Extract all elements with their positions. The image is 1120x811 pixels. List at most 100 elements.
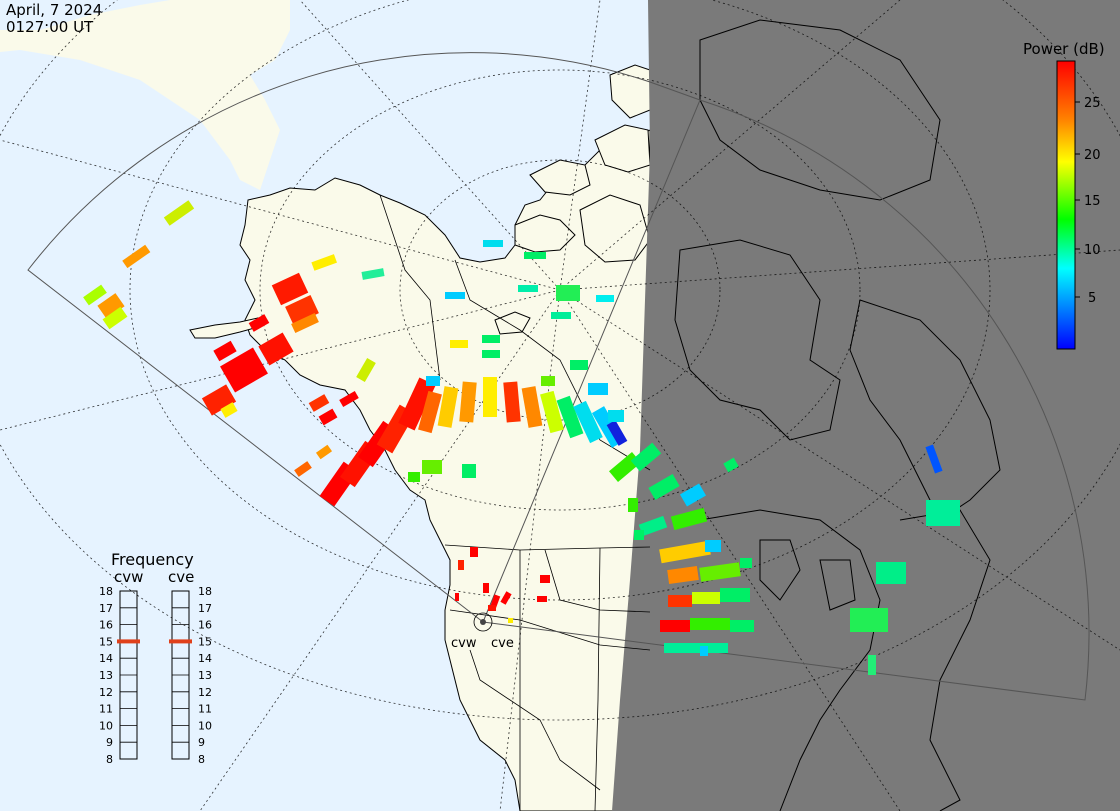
echo-cell bbox=[518, 285, 538, 292]
frequency-radar-b-label: cve bbox=[168, 568, 194, 586]
colorbar-tick-label: 20 bbox=[1084, 148, 1101, 163]
echo-cell bbox=[201, 384, 237, 416]
arctic-islands bbox=[494, 64, 651, 335]
echo-cell bbox=[408, 472, 420, 482]
echo-cell bbox=[524, 252, 546, 259]
echo-cell bbox=[213, 340, 237, 362]
colorbar-ticks bbox=[1075, 101, 1080, 298]
echo-cell bbox=[537, 596, 547, 602]
frequency-scale-label: 13 bbox=[99, 669, 113, 682]
colorbar-gradient bbox=[1056, 60, 1076, 350]
echo-cell bbox=[606, 420, 628, 446]
frequency-scale-label: 18 bbox=[99, 585, 113, 598]
echo-cell bbox=[470, 547, 478, 557]
echo-cell bbox=[723, 457, 739, 473]
frequency-scale-label: 10 bbox=[198, 719, 212, 732]
echo-cell bbox=[699, 562, 741, 582]
radar-site-marker bbox=[473, 612, 493, 632]
frequency-scale-label: 18 bbox=[198, 585, 212, 598]
echo-cell bbox=[271, 272, 309, 306]
echo-cell bbox=[488, 605, 496, 611]
frequency-scale-label: 11 bbox=[99, 703, 113, 716]
echo-cell bbox=[437, 386, 459, 428]
echo-cell bbox=[634, 530, 644, 540]
echo-cell bbox=[163, 200, 195, 226]
frequency-scale-label: 16 bbox=[198, 619, 212, 632]
echo-cell bbox=[705, 540, 721, 552]
frequency-title: Frequency bbox=[111, 550, 194, 569]
echo-cell bbox=[667, 565, 699, 585]
echo-cell bbox=[720, 588, 750, 602]
frequency-scale-b: 18 17 16 15 14 13 12 11 10 9 8 bbox=[169, 585, 212, 766]
frequency-scale-label: 16 bbox=[99, 619, 113, 632]
echo-cell bbox=[556, 285, 580, 301]
frequency-scale-label: 8 bbox=[106, 753, 113, 766]
echo-cell bbox=[83, 284, 107, 306]
echo-cell bbox=[294, 461, 312, 477]
echo-cell bbox=[220, 402, 238, 418]
plot-date: April, 7 2024 bbox=[6, 1, 103, 19]
echo-cell bbox=[692, 592, 720, 604]
echo-cell bbox=[483, 583, 489, 593]
frequency-scale-label: 10 bbox=[99, 719, 113, 732]
echo-cell bbox=[339, 391, 359, 407]
frequency-scale-label: 11 bbox=[198, 703, 212, 716]
echo-cell bbox=[573, 400, 603, 444]
echo-cell bbox=[700, 646, 708, 656]
frequency-scale-label: 17 bbox=[198, 602, 212, 615]
echo-cell bbox=[850, 608, 888, 632]
echo-cell bbox=[596, 295, 614, 302]
echo-cell bbox=[308, 394, 330, 412]
echo-cell bbox=[462, 464, 476, 478]
echo-cell bbox=[630, 442, 662, 472]
frequency-scale-label: 12 bbox=[99, 686, 113, 699]
frequency-scale-label: 15 bbox=[198, 635, 212, 648]
echo-cell bbox=[483, 377, 497, 417]
echo-cell bbox=[97, 293, 125, 319]
echo-cell bbox=[638, 515, 668, 537]
echo-cell bbox=[588, 383, 608, 395]
echo-cell bbox=[508, 618, 513, 623]
echo-cell bbox=[660, 620, 690, 632]
echo-cell bbox=[482, 350, 500, 358]
frequency-marker-b bbox=[169, 639, 192, 644]
echo-cell bbox=[220, 347, 268, 393]
echo-cell bbox=[608, 410, 624, 422]
radar-fov bbox=[27, 52, 1090, 701]
echo-cell bbox=[668, 595, 692, 607]
echo-cell bbox=[648, 473, 680, 501]
landmass-north-america bbox=[239, 129, 651, 811]
site-label-cvw: cvw bbox=[451, 636, 477, 651]
echo-cell bbox=[664, 643, 728, 653]
colorbar-tick-label: 25 bbox=[1084, 96, 1101, 111]
echo-cell bbox=[285, 295, 319, 325]
colorbar-tick-label: 10 bbox=[1084, 243, 1101, 258]
echo-cell bbox=[521, 386, 543, 428]
echo-cell bbox=[670, 507, 708, 531]
frequency-scale-label: 17 bbox=[99, 602, 113, 615]
echo-cell bbox=[455, 593, 459, 601]
echo-cell bbox=[426, 376, 440, 386]
echo-cell bbox=[500, 591, 512, 605]
echo-cell bbox=[556, 395, 584, 439]
frequency-scale-label: 9 bbox=[198, 736, 205, 749]
echo-cell bbox=[628, 498, 638, 512]
echo-cell bbox=[868, 655, 876, 675]
site-label-cve: cve bbox=[491, 636, 514, 651]
echo-cell bbox=[315, 444, 333, 460]
frequency-scale-label: 14 bbox=[198, 652, 212, 665]
echo-cell bbox=[291, 312, 319, 334]
colorbar-tick-label: 15 bbox=[1084, 194, 1101, 209]
echo-cell bbox=[458, 560, 464, 570]
echo-cell bbox=[361, 268, 385, 280]
echo-cell bbox=[925, 444, 943, 474]
plot-time: 0127:00 UT bbox=[6, 18, 94, 36]
echo-cell bbox=[102, 306, 128, 330]
echo-cell bbox=[551, 312, 571, 319]
echo-cell bbox=[540, 575, 550, 583]
echo-cell bbox=[418, 390, 442, 434]
echo-cell bbox=[356, 357, 376, 383]
echo-cell bbox=[570, 360, 588, 370]
frequency-marker-a bbox=[117, 639, 140, 644]
